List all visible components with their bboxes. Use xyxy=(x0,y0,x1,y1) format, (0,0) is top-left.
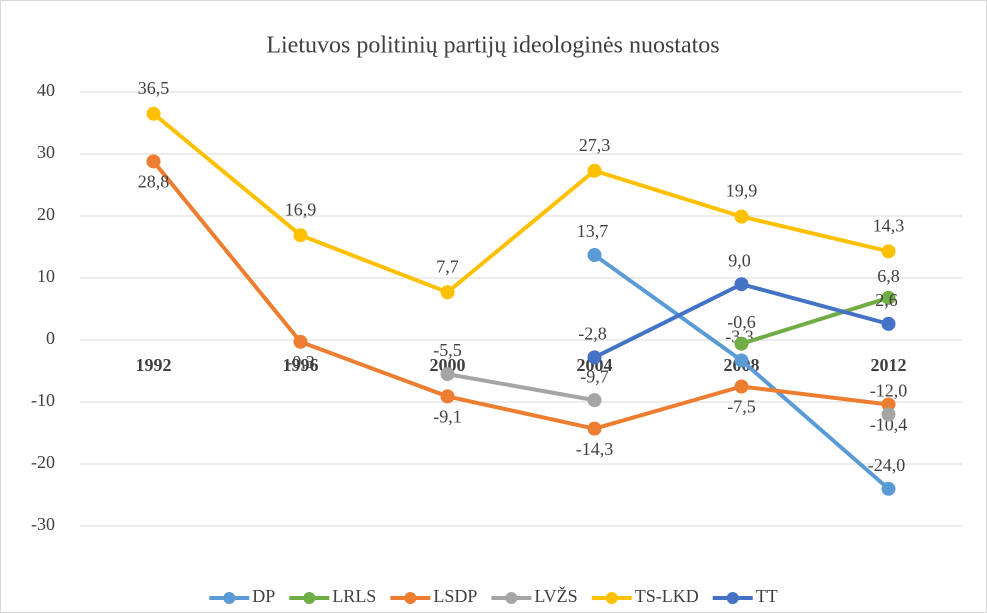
legend-item: DP xyxy=(209,586,275,606)
legend: DP LRLS LSDP LVŽS TS-LKD TT xyxy=(209,585,778,606)
x-tick-label: 1996 xyxy=(283,355,319,375)
data-point xyxy=(146,154,161,169)
data-label: 27,3 xyxy=(579,135,611,155)
data-label: -0,6 xyxy=(727,312,756,332)
data-label: 2,6 xyxy=(875,290,898,310)
data-label: -14,3 xyxy=(576,439,614,459)
x-tick-label: 1992 xyxy=(136,355,172,375)
data-label: -24,0 xyxy=(868,455,906,475)
data-point xyxy=(734,353,749,368)
data-label: 19,9 xyxy=(726,181,758,201)
legend-label: LRLS xyxy=(332,586,376,606)
legend-marker xyxy=(505,592,518,604)
legend-label: TS-LKD xyxy=(635,586,699,606)
series-line xyxy=(739,295,891,346)
y-tick-label: -30 xyxy=(31,514,55,534)
legend-marker xyxy=(404,592,417,604)
data-point xyxy=(440,285,455,300)
data-point xyxy=(587,248,602,263)
data-point xyxy=(734,336,749,351)
x-tick-label: 2004 xyxy=(577,355,613,375)
y-tick-label: 30 xyxy=(37,142,55,162)
data-label: -0,3 xyxy=(286,352,315,372)
data-point xyxy=(293,228,308,243)
data-label: -9,1 xyxy=(433,407,462,427)
data-label: -12,0 xyxy=(870,381,908,401)
data-point xyxy=(146,106,161,121)
legend-item: LSDP xyxy=(390,586,477,606)
y-tick-label: 20 xyxy=(37,204,55,224)
data-point xyxy=(734,277,749,292)
data-point xyxy=(881,290,896,305)
data-label: 14,3 xyxy=(873,215,905,235)
data-point xyxy=(734,379,749,394)
data-label: 9,0 xyxy=(728,250,751,270)
data-label: -9,7 xyxy=(580,366,609,386)
y-tick-label: 10 xyxy=(37,266,55,286)
data-point xyxy=(881,244,896,259)
chart-title: Lietuvos politinių partijų ideologinės n… xyxy=(266,33,719,59)
data-label: 13,7 xyxy=(577,221,609,241)
data-point xyxy=(440,389,455,404)
legend-label: LSDP xyxy=(433,586,477,606)
y-tick-label: 40 xyxy=(37,80,55,100)
data-point xyxy=(440,367,455,382)
data-label: 28,8 xyxy=(138,172,170,192)
data-label: 7,7 xyxy=(436,256,459,276)
legend-label: LVŽS xyxy=(534,585,577,606)
data-label: -10,4 xyxy=(870,415,908,435)
data-point xyxy=(881,316,896,331)
data-point xyxy=(587,163,602,178)
legend-item: LVŽS xyxy=(491,585,578,606)
legend-item: LRLS xyxy=(289,586,376,606)
data-label: 16,9 xyxy=(285,199,317,219)
data-point xyxy=(881,407,896,422)
data-point xyxy=(587,393,602,408)
data-label: 6,8 xyxy=(877,266,900,286)
legend-label: TT xyxy=(756,586,778,606)
x-tick-label: 2012 xyxy=(871,355,907,375)
series-line xyxy=(445,372,597,403)
data-point xyxy=(881,481,896,496)
data-label: -7,5 xyxy=(727,397,756,417)
legend-marker xyxy=(223,592,236,604)
y-tick-label: -20 xyxy=(31,452,55,472)
x-tick-label: 2000 xyxy=(430,355,466,375)
data-label: -5,5 xyxy=(433,340,462,360)
legend-item: TS-LKD xyxy=(591,586,699,606)
legend-item: TT xyxy=(712,586,778,606)
y-tick-label: 0 xyxy=(46,328,55,348)
data-point xyxy=(587,350,602,365)
data-point xyxy=(881,397,896,412)
legend-marker xyxy=(303,592,316,604)
data-point xyxy=(734,209,749,224)
data-point xyxy=(293,334,308,349)
legend-label: DP xyxy=(252,586,275,606)
series-line xyxy=(151,159,891,431)
data-label: -2,8 xyxy=(578,323,607,343)
data-label: 36,5 xyxy=(138,78,170,98)
y-tick-label: -10 xyxy=(31,390,55,410)
data-point xyxy=(587,421,602,436)
legend-marker xyxy=(726,592,739,604)
series-line xyxy=(151,111,891,295)
legend-marker xyxy=(605,592,618,604)
